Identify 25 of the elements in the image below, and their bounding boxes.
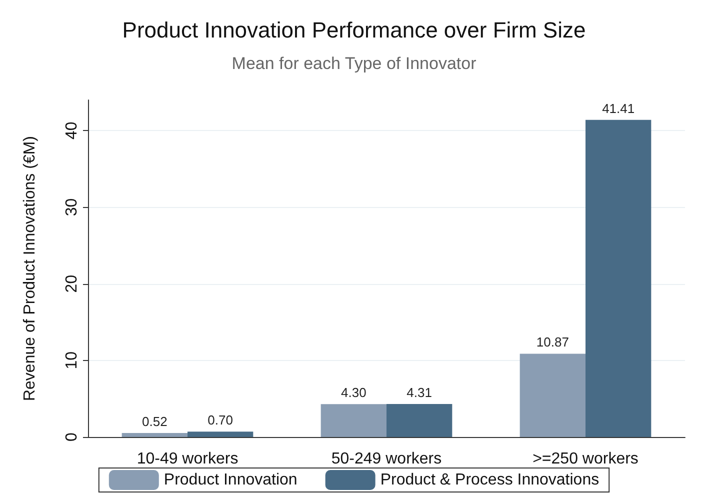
bar — [586, 120, 652, 437]
y-axis-title: Revenue of Product Innovations (€M) — [22, 136, 38, 402]
bar — [320, 404, 386, 437]
data-label: 0.52 — [142, 414, 168, 430]
legend-label: Product Innovation — [164, 472, 298, 488]
data-label: 4.31 — [406, 384, 432, 400]
bar — [188, 432, 254, 437]
x-tick-label: 10-49 workers — [136, 450, 238, 468]
data-label: 4.30 — [341, 385, 366, 400]
y-tick-label: 20 — [64, 274, 80, 293]
bar — [520, 354, 586, 437]
y-tick-label: 10 — [64, 351, 80, 370]
chart-title: Product Innovation Performance over Firm Size — [122, 18, 586, 42]
legend-label: Product & Process Innovations — [380, 472, 600, 488]
data-label: 10.87 — [536, 334, 569, 350]
chart-subtitle: Mean for each Type of Innovator — [232, 54, 477, 73]
x-tick-label: >=250 workers — [532, 450, 638, 468]
x-tick-label: 50-249 workers — [331, 450, 442, 468]
y-tick-label: 0 — [64, 432, 80, 442]
y-tick-label: 40 — [64, 122, 80, 140]
bar — [122, 433, 188, 437]
data-label: 41.41 — [602, 100, 635, 116]
data-label: 0.70 — [208, 412, 233, 428]
bar — [386, 404, 452, 437]
y-tick-label: 30 — [64, 198, 80, 216]
